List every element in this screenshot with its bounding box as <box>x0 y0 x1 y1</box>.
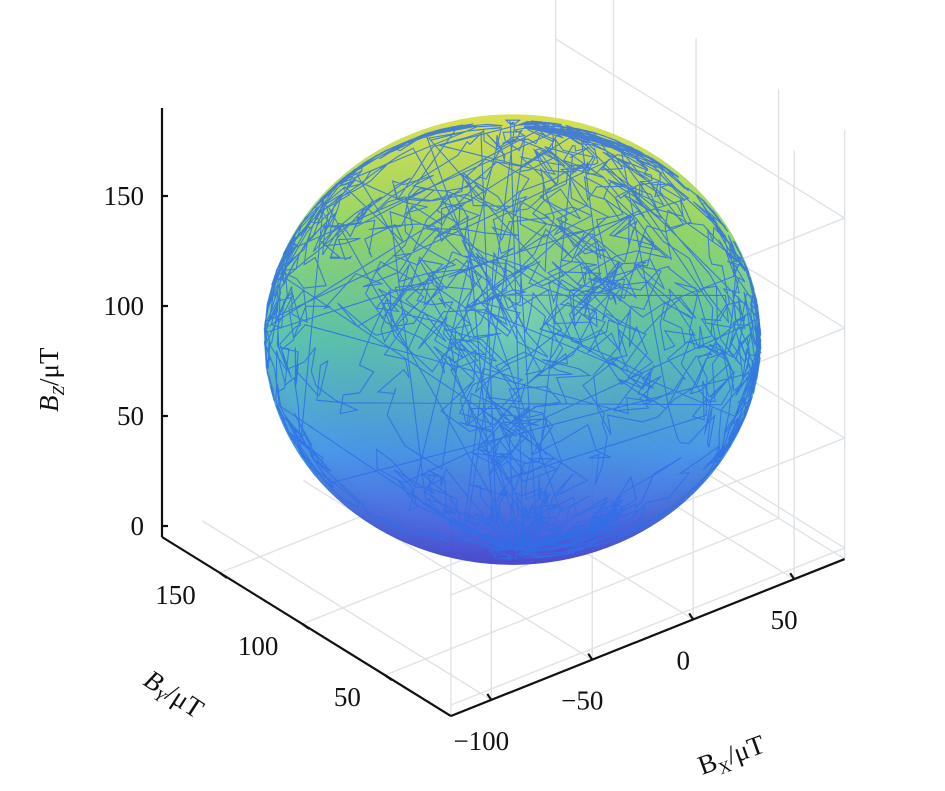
x-tick-label: 50 <box>771 605 798 635</box>
z-tick-label: 50 <box>117 401 144 431</box>
y-tick <box>219 571 228 579</box>
x-tick <box>486 693 493 701</box>
grid-line <box>202 520 492 701</box>
trajectory-line <box>263 119 763 561</box>
trajectory-path <box>263 119 763 561</box>
x-tick <box>587 653 594 661</box>
x-axis-label: BX/μT <box>694 729 771 785</box>
y-tick-label: 150 <box>155 580 196 610</box>
y-tick-label: 100 <box>238 631 279 661</box>
x-axis-line <box>450 558 846 718</box>
y-axis-label: BY/μT <box>137 664 210 728</box>
x-tick-label: −100 <box>453 726 509 756</box>
axes: 0 50 100 150 50 100 150 −100 −50 0 50 <box>104 108 846 756</box>
x-tick-label: 0 <box>676 645 690 675</box>
x-tick <box>688 612 695 621</box>
x-tick <box>789 572 796 580</box>
z-axis-label: BZ/μT <box>34 347 68 412</box>
y-tick <box>384 674 393 682</box>
z-tick-label: 150 <box>104 181 145 211</box>
grid-line <box>450 547 845 706</box>
y-tick-label: 50 <box>334 682 361 712</box>
z-tick-label: 0 <box>131 511 145 541</box>
y-tick <box>301 623 310 630</box>
z-tick-label: 100 <box>104 291 145 321</box>
grid-line <box>555 38 845 219</box>
x-tick-label: −50 <box>561 686 603 716</box>
